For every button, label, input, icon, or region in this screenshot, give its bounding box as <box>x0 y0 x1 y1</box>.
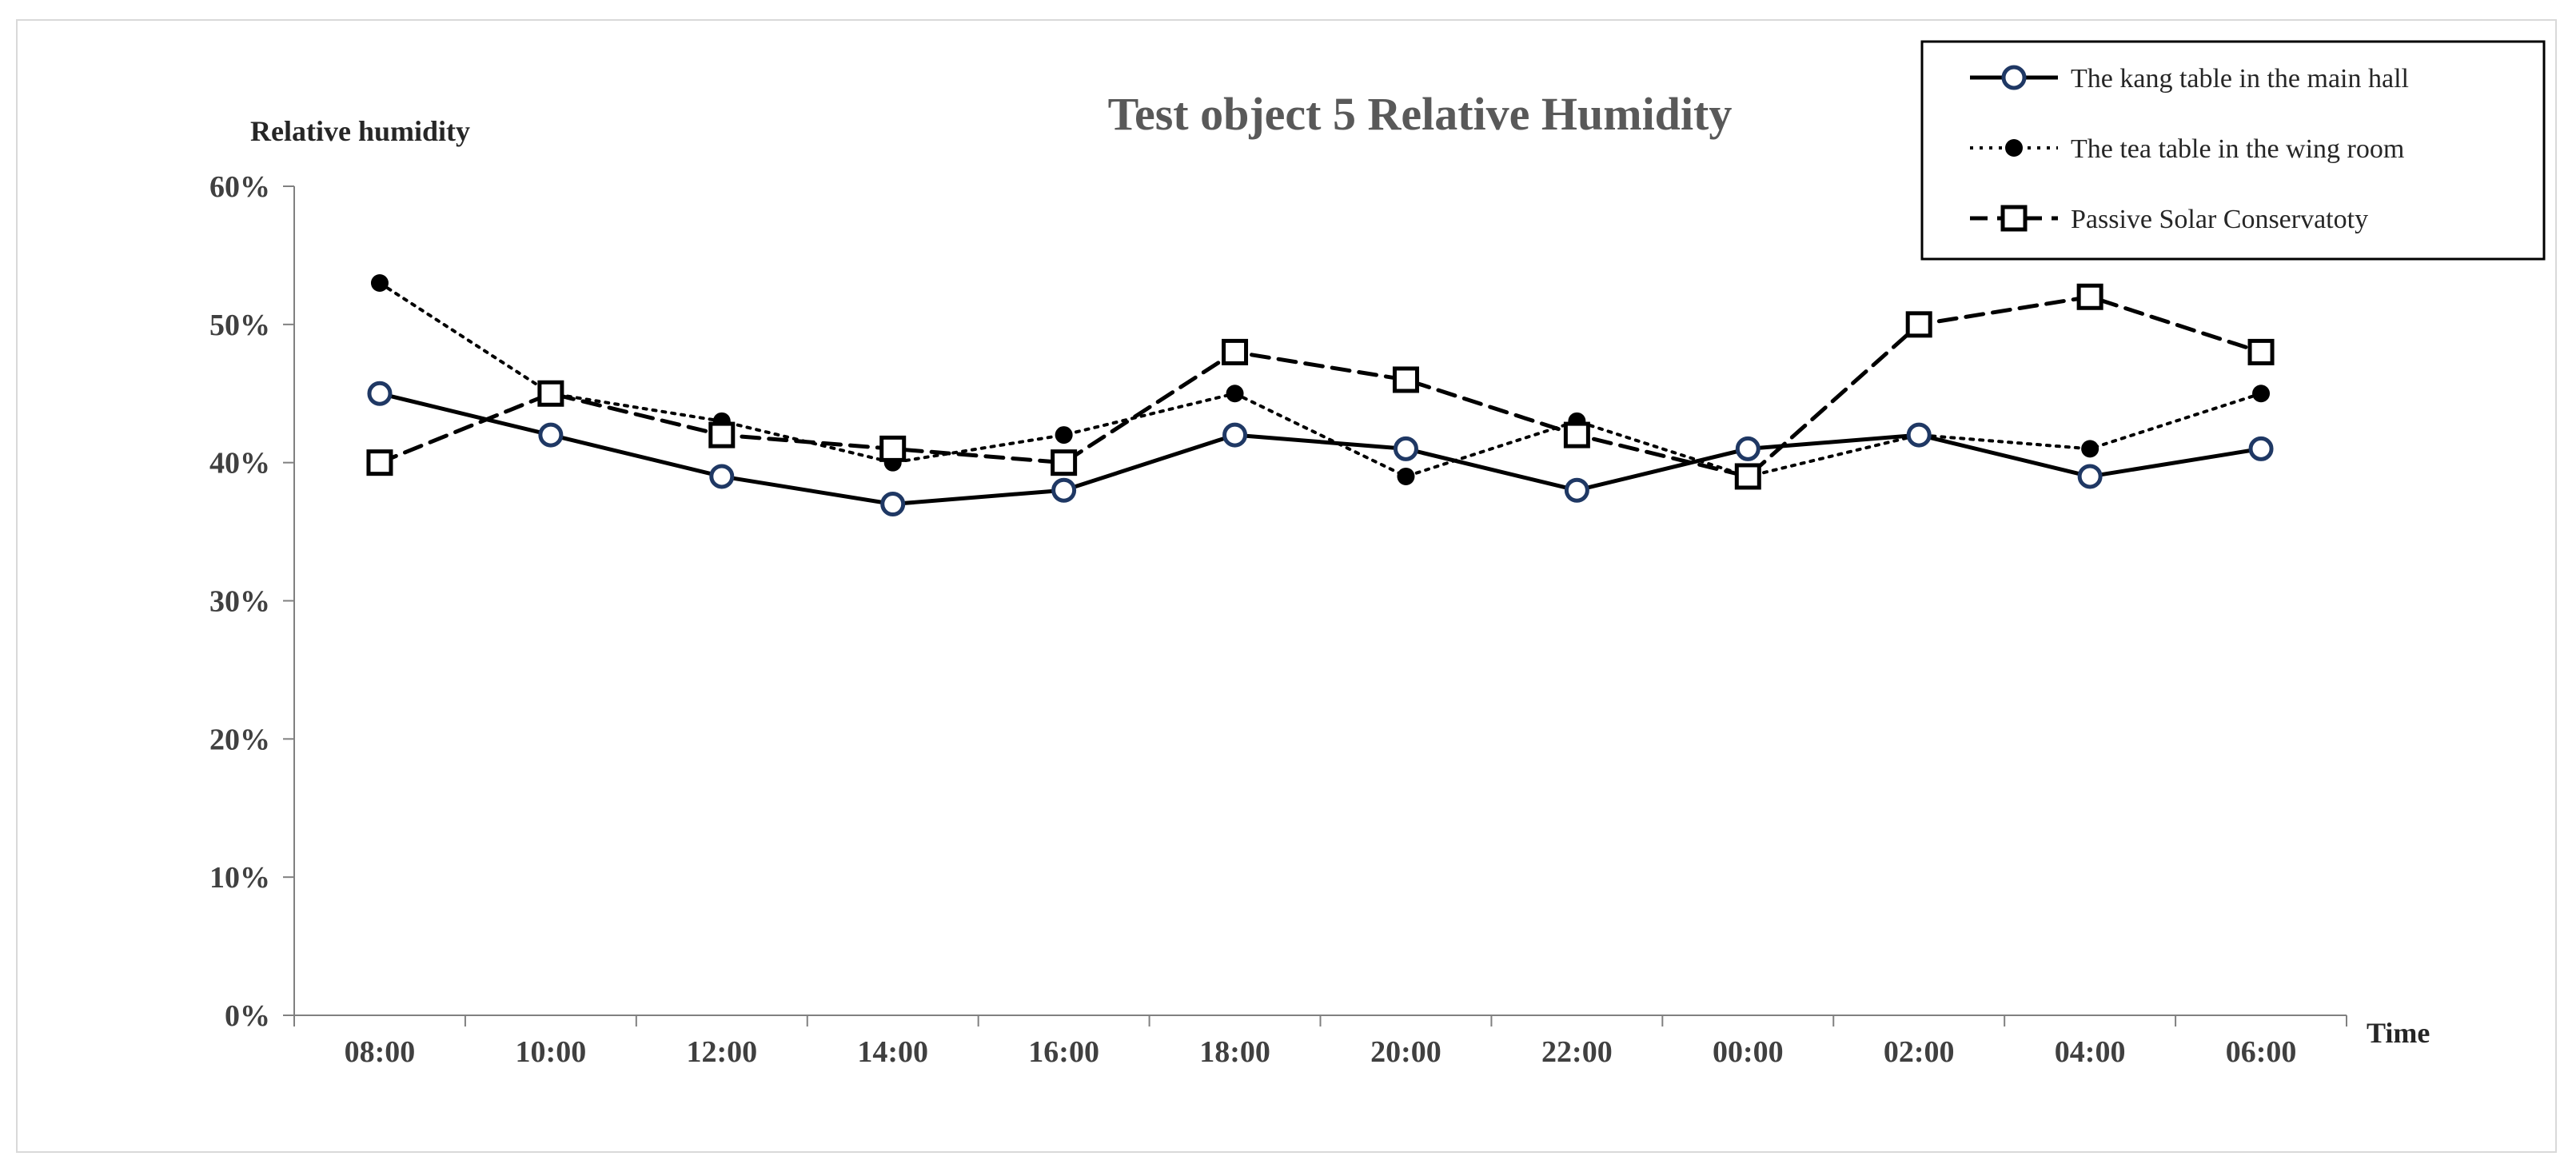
x-tick-label: 10:00 <box>516 1035 587 1069</box>
series-3 <box>377 294 2263 479</box>
data-point <box>2247 338 2275 365</box>
legend-label: Passive Solar Conservatoty <box>2071 205 2368 234</box>
data-point <box>2248 436 2274 461</box>
series-markers-2 <box>370 273 2271 485</box>
x-tick-label: 00:00 <box>1713 1035 1784 1069</box>
data-point <box>1051 449 1078 476</box>
data-point <box>2076 283 2103 310</box>
data-point <box>1397 467 1415 485</box>
y-tick-label: 40% <box>209 447 270 480</box>
y-tick-label: 30% <box>209 585 270 619</box>
y-tick-label: 0% <box>225 999 270 1033</box>
series-layer <box>366 273 2275 517</box>
data-point <box>1222 422 1248 448</box>
data-point <box>708 421 736 448</box>
y-tick-label: 60% <box>209 170 270 204</box>
series-markers-3 <box>366 283 2275 490</box>
data-point <box>1564 477 1589 503</box>
data-point <box>538 422 564 448</box>
data-point <box>1905 311 1932 338</box>
x-tick-label: 02:00 <box>1884 1035 1955 1069</box>
data-point <box>537 380 564 407</box>
series-line <box>377 294 2263 479</box>
legend-swatch-marker <box>2000 205 2028 232</box>
legend-swatch-marker <box>2005 139 2023 157</box>
series-2 <box>377 281 2263 478</box>
legend: The kang table in the main hall The tea t… <box>1920 40 2546 261</box>
series-line <box>377 281 2263 478</box>
y-axis-title: Relative humidity <box>250 115 470 147</box>
series-line <box>377 391 2263 507</box>
data-point <box>709 464 735 489</box>
data-point <box>370 273 389 292</box>
data-point <box>880 492 906 517</box>
axes: 0% 10% 20% 30% 40% 50% 60% 08:00 10:00 12:00 14:00… <box>209 170 2347 1069</box>
y-tick-label: 10% <box>209 861 270 895</box>
y-tick-label: 50% <box>209 309 270 342</box>
x-tick-label: 22:00 <box>1541 1035 1613 1069</box>
legend-label: The kang table in the main hall <box>2071 64 2409 94</box>
data-point <box>2081 440 2099 458</box>
data-point <box>1734 463 1761 490</box>
data-point <box>1735 436 1761 461</box>
x-tick-label: 18:00 <box>1199 1035 1270 1069</box>
data-point <box>367 381 393 406</box>
x-tick-label: 06:00 <box>2226 1035 2297 1069</box>
x-tick-label: 08:00 <box>345 1035 416 1069</box>
data-point <box>1906 422 1932 448</box>
data-point <box>1222 338 1249 365</box>
data-point <box>879 435 907 462</box>
series-1 <box>377 391 2263 507</box>
data-point <box>1393 436 1418 461</box>
chart-title: Test object 5 Relative Humidity <box>1108 88 1733 140</box>
data-point <box>1051 477 1077 503</box>
x-tick-label: 14:00 <box>857 1035 928 1069</box>
y-tick-label: 20% <box>209 723 270 756</box>
data-point <box>1226 385 1244 403</box>
x-tick-label: 20:00 <box>1370 1035 1442 1069</box>
x-axis-title: Time <box>2367 1017 2430 1049</box>
data-point <box>2077 464 2103 489</box>
data-point <box>1055 426 1073 444</box>
data-point <box>2252 385 2271 403</box>
x-tick-label: 16:00 <box>1028 1035 1099 1069</box>
data-point <box>366 449 393 476</box>
legend-swatch-marker <box>2001 65 2027 90</box>
series-markers-1 <box>367 381 2274 517</box>
data-point <box>1392 366 1419 393</box>
data-point <box>1563 421 1590 448</box>
legend-label: The tea table in the wing room <box>2071 134 2404 164</box>
x-tick-label: 12:00 <box>686 1035 757 1069</box>
x-tick-label: 04:00 <box>2055 1035 2126 1069</box>
